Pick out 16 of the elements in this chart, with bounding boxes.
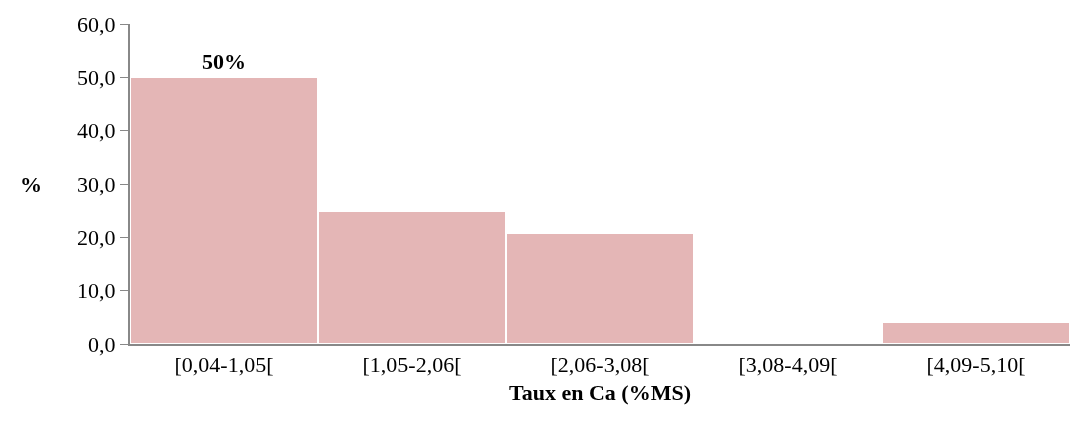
y-tick-label: 50,0 xyxy=(77,65,116,91)
y-tick-label: 20,0 xyxy=(77,225,116,251)
x-tick-label: [2,06-3,08[ xyxy=(550,352,650,378)
x-tick-label: [0,04-1,05[ xyxy=(174,352,274,378)
x-tick-label: [4,09-5,10[ xyxy=(926,352,1026,378)
bar xyxy=(881,321,1070,344)
y-axis-title: % xyxy=(20,172,42,197)
y-tick-label: 30,0 xyxy=(77,171,116,197)
x-axis-title: Taux en Ca (%MS) xyxy=(509,379,691,405)
y-tick-label: 60,0 xyxy=(77,11,116,37)
y-tick-label: 40,0 xyxy=(77,118,116,144)
x-tick-label: [3,08-4,09[ xyxy=(738,352,838,378)
data-label: 50% xyxy=(202,49,246,74)
x-tick-label: [1,05-2,06[ xyxy=(362,352,462,378)
y-tick-label: 0,0 xyxy=(88,331,116,357)
y-tick-label: 10,0 xyxy=(77,278,116,304)
